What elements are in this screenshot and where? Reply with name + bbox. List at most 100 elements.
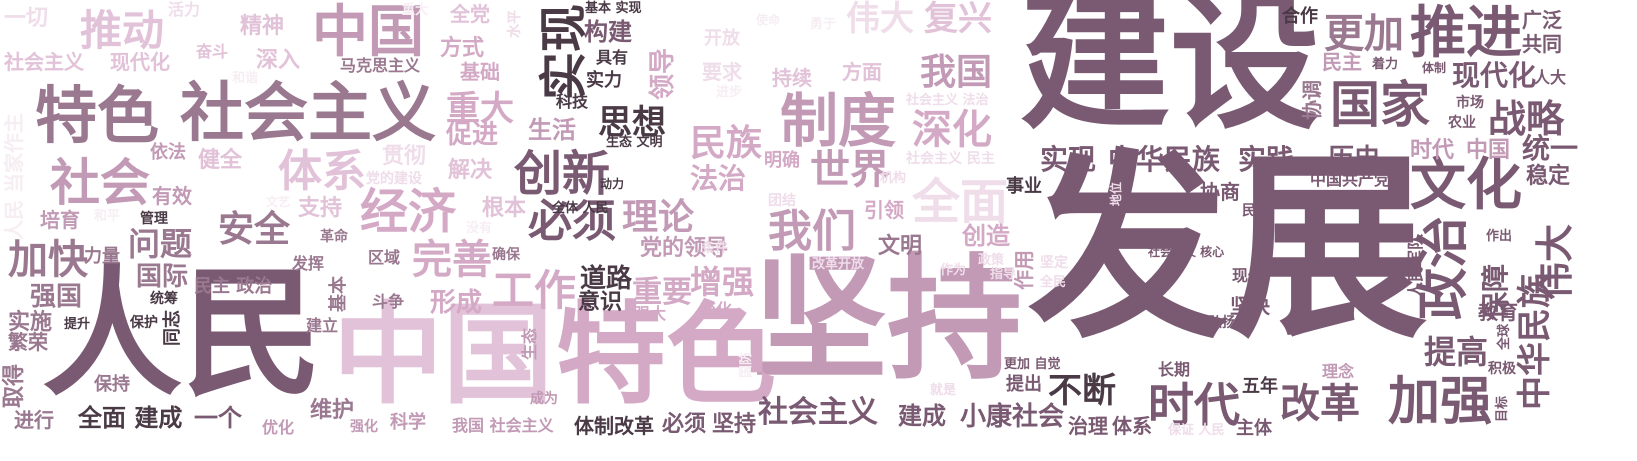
word-gengjia-zijue: 更加 自觉 — [1004, 357, 1061, 372]
word-douzheng: 斗争 — [372, 292, 405, 311]
word-tichu: 提出 — [1006, 374, 1042, 395]
word-quanmin: 全民 — [1040, 275, 1067, 290]
word-anquan: 安全 — [218, 209, 291, 250]
word-genben: 根本 — [482, 196, 527, 221]
word-zhengzhi: 政治 — [1414, 215, 1474, 320]
word-jiakuai: 加快 — [8, 237, 88, 283]
word-zhongda: 重大 — [446, 89, 514, 129]
word-hongyang: 弘扬 — [1208, 315, 1236, 331]
word-tuidong: 推动 — [80, 6, 165, 55]
word-jiben-vertical: 基本 — [328, 276, 349, 312]
word-gongzuo: 工作 — [492, 266, 577, 315]
word-zhuoli: 着力 — [1372, 57, 1399, 72]
word-wenming-mid: 文明 — [878, 234, 923, 259]
word-shidai-right: 时代 — [1410, 138, 1455, 163]
word-shijian: 实践 — [1238, 143, 1295, 176]
word-minsheng: 民生 — [1242, 203, 1270, 219]
word-woguo-shehuizhuyi: 我国 社会主义 — [452, 416, 554, 435]
word-jianli: 建立 — [306, 316, 339, 335]
word-dangdejianshe: 党的建设 — [366, 171, 422, 187]
word-fazhi: 法治 — [690, 162, 747, 195]
word-yishi: 意识 — [578, 290, 623, 315]
word-xiandaihua-topleft: 现代化 — [110, 50, 170, 74]
word-quandang: 全党 — [450, 2, 490, 26]
word-quebao: 确保 — [492, 247, 520, 263]
word-shehui: 社会 — [50, 154, 150, 212]
word-shuiping: 水平 — [507, 10, 523, 38]
word-shengtai-wenming: 生态 文明 — [606, 135, 663, 150]
word-zhongguogongchandang: 中国共产党 — [1310, 170, 1391, 189]
word-wenhua: 文化 — [1410, 153, 1522, 218]
word-fuxing: 复兴 — [924, 0, 992, 39]
word-jianquan: 健全 — [198, 148, 243, 173]
word-jianchi-bottom: 坚持 — [712, 412, 757, 437]
word-shidai-bottom: 时代 — [1148, 378, 1240, 432]
word-wenti: 问题 — [128, 225, 193, 263]
word-chengwei: 成为 — [530, 391, 558, 407]
word-weida-top: 伟大 — [846, 0, 914, 39]
word-chuangxin: 创新 — [514, 146, 611, 202]
word-bixu-mid: 必须 — [528, 196, 616, 247]
word-women: 我们 — [768, 206, 856, 257]
word-tuijin: 推进 — [1410, 1, 1522, 66]
word-shishi: 实施 — [8, 310, 53, 335]
word-minzhu-top: 民主 — [1322, 50, 1362, 74]
word-renda: 人大 — [1534, 68, 1567, 87]
word-fazhan: 发展 — [1028, 133, 1429, 366]
word-yiqie: 一切 — [4, 6, 49, 31]
word-tongchou: 统筹 — [150, 291, 178, 307]
word-minzu-mid: 民族 — [690, 123, 763, 164]
word-jianjue: 坚决 — [1230, 294, 1270, 318]
word-zhonghuaminzu-mid: 中华民族 — [1108, 143, 1221, 176]
word-renminjundui: 人民军队 — [1406, 233, 1425, 298]
word-guangfan: 广泛 — [1522, 8, 1562, 32]
word-guoji: 国际 — [136, 262, 189, 292]
word-tese-big: 特色 — [556, 291, 776, 419]
word-shixian-mid: 实现 — [1040, 143, 1097, 176]
word-jiji: 积极 — [1488, 361, 1516, 377]
word-yifa: 依法 — [150, 142, 186, 163]
word-qiangda: 强大 — [634, 304, 667, 323]
word-meiyou: 没有 — [466, 221, 493, 236]
word-yige: 一个 — [194, 404, 242, 432]
word-jinxing: 进行 — [14, 408, 54, 432]
word-lilun: 理论 — [622, 197, 695, 238]
word-heping: 和平 — [94, 209, 121, 224]
word-tese-medium: 特色 — [35, 79, 160, 152]
word-wanshan: 完善 — [412, 237, 492, 283]
word-chixu: 持续 — [772, 66, 812, 90]
word-buduan: 不断 — [1048, 371, 1116, 411]
word-wending: 稳定 — [1526, 164, 1571, 189]
word-zhengce: 政策 — [978, 253, 1005, 268]
word-guanli: 管理 — [140, 211, 168, 227]
word-jichu: 基础 — [460, 60, 500, 84]
word-jianchi-big: 坚持 — [752, 241, 1022, 398]
word-zhidao: 指导 — [990, 267, 1017, 282]
word-zhongguo-right: 中国 — [1466, 138, 1511, 163]
word-zuochu: 作出 — [1486, 229, 1513, 244]
word-fahui: 发挥 — [292, 254, 325, 273]
word-qiangguo: 强国 — [30, 282, 83, 312]
word-jingshen: 精神 — [240, 14, 285, 39]
word-jiaqiang: 加强 — [1388, 372, 1493, 432]
word-guojia: 国家 — [1330, 76, 1430, 134]
word-dangdelingdao-mid: 党的领导 — [640, 236, 729, 261]
word-quanmian-mid: 全面 — [912, 174, 1009, 230]
word-youxiao: 有效 — [152, 184, 192, 208]
word-jiushi: 就是 — [930, 383, 957, 398]
word-hexie: 和谐 — [232, 71, 259, 86]
word-shiye: 事业 — [1006, 176, 1042, 197]
word-hezuo: 合作 — [1282, 6, 1318, 27]
word-zhidu: 制度 — [780, 87, 897, 155]
word-guofang: 国防 — [739, 351, 754, 378]
word-fangshi: 方式 — [440, 36, 485, 61]
word-mubiao: 目标 — [1495, 395, 1510, 422]
word-shengtai-vertical: 生态 — [520, 327, 539, 360]
word-zhongguo-big: 中国 — [333, 291, 553, 419]
word-shehuizhuyi-bottom: 社会主义 — [758, 395, 878, 430]
word-baozheng-renmin: 保证 人民 — [1168, 423, 1225, 438]
word-shixian-vertical: 实现 — [536, 3, 592, 100]
word-jianding: 坚定 — [1040, 255, 1068, 271]
word-woguo: 我国 — [920, 52, 993, 93]
word-xietiao: 协调 — [1300, 80, 1324, 120]
